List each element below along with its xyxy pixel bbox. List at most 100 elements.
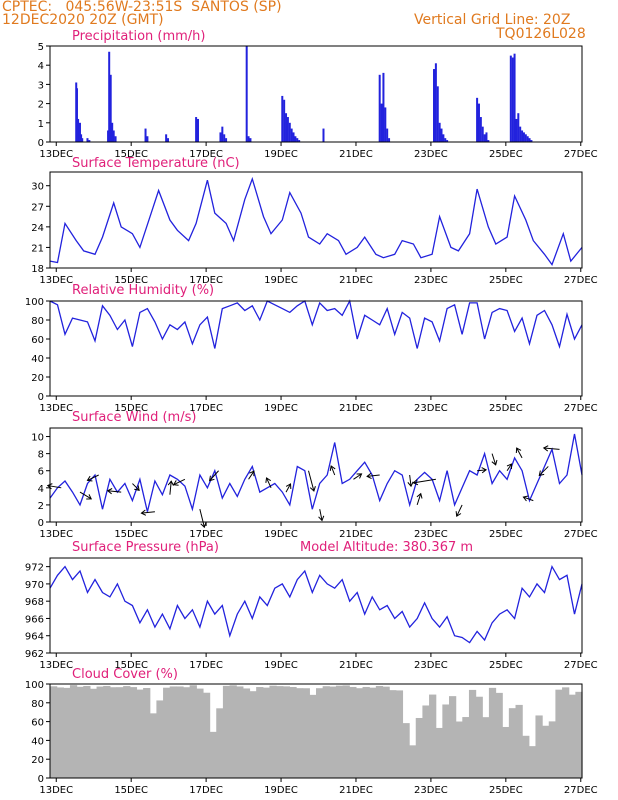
cloud-bar [116, 687, 124, 778]
precip-bar [77, 118, 80, 142]
cloud-bar [63, 687, 71, 778]
wind-frame [49, 427, 583, 523]
precip-bar [298, 140, 301, 142]
cloud-frame [49, 683, 583, 779]
precip-bar [107, 130, 110, 142]
precip-bar [479, 117, 482, 142]
pressure-line [49, 564, 583, 644]
wind-arrow [538, 466, 549, 476]
wind-arrowhead [86, 494, 93, 500]
header-code: TQ0126L028 [496, 26, 586, 42]
temp-ytick-label: 27 [31, 202, 44, 213]
header-station: CPTEC: 045:56W-23:51S SANTOS (SP) [2, 0, 282, 15]
humidity-frame [49, 300, 583, 397]
wind-arrow [169, 481, 172, 495]
precip-bar [146, 136, 149, 142]
cloud-bar [316, 688, 324, 778]
pressure-xtick-label: 23DEC [414, 660, 448, 671]
cloud-bar [289, 686, 297, 778]
wind-arrow [308, 470, 315, 492]
wind-arrow [87, 474, 99, 481]
wind-arrowhead [167, 480, 174, 486]
precip-bar [195, 117, 198, 142]
cloud-bar [555, 689, 563, 778]
cloud-bar [342, 685, 350, 778]
wind-arrow [319, 509, 323, 521]
wind-arrow [285, 483, 291, 493]
precip-bar [384, 107, 387, 142]
wind-arrowhead [172, 480, 179, 486]
precip-bar [446, 140, 449, 142]
wind-arrow [367, 474, 380, 477]
wind-arrow [416, 493, 422, 506]
humidity-title: Relative Humidity (%) [72, 283, 215, 298]
wind-arrowhead [318, 515, 325, 522]
precip-bar [108, 51, 111, 143]
precip-ytick-label: 1 [38, 119, 44, 130]
cloud-bar [216, 708, 224, 778]
temp-ytick-label: 24 [31, 223, 44, 234]
pressure-xtick-label: 13DEC [39, 660, 73, 671]
pressure-ytick-label: 970 [25, 580, 44, 591]
precip-bar [526, 136, 529, 142]
wind-arrowhead [106, 488, 113, 495]
wind-arrow [413, 478, 436, 484]
humidity-ytick-label: 60 [31, 335, 44, 346]
precip-bar [476, 97, 479, 142]
cloud-bar [123, 686, 131, 778]
precip-bar [286, 117, 289, 142]
precip-bar [477, 103, 480, 142]
temp-xtick-label: 27DEC [564, 275, 598, 286]
precip-bar [196, 118, 199, 142]
wind-arrowhead [329, 465, 336, 472]
precip-bar [290, 128, 293, 142]
humidity-ytick-label: 40 [31, 354, 44, 365]
cloud-bar [109, 687, 118, 778]
cloud-bar [329, 686, 337, 778]
cloud-bar [222, 685, 231, 778]
wind-arrowhead [542, 445, 549, 452]
cloud-ytick-label: 20 [31, 755, 44, 766]
cloud-bar [302, 688, 310, 778]
humidity-xtick-label: 19DEC [264, 403, 298, 414]
precip-bar [528, 138, 531, 142]
precip-bar [165, 134, 168, 142]
precip-bar [223, 134, 226, 142]
temp-xtick-label: 17DEC [189, 275, 223, 286]
wind-ytick-label: 6 [38, 467, 44, 478]
precip-bar [378, 74, 381, 142]
precip-bar [245, 46, 248, 142]
precip-bar [519, 126, 522, 142]
precip-bar [167, 138, 170, 142]
header-grid-note: Vertical Grid Line: 20Z [414, 12, 571, 28]
precip-bar [524, 134, 527, 142]
wind-arrowhead [134, 485, 140, 491]
precip-bar [436, 86, 439, 142]
wind-xtick-label: 25DEC [489, 529, 523, 540]
wind-arrowhead [140, 509, 147, 516]
cloud-ytick-label: 80 [31, 699, 44, 710]
wind-xtick-label: 13DEC [39, 529, 73, 540]
temp-ytick-label: 30 [31, 182, 44, 193]
wind-xtick-label: 27DEC [564, 529, 598, 540]
cloud-bar [542, 725, 550, 778]
cloud-bar [50, 686, 58, 778]
wind-arrow [209, 470, 219, 481]
precip-bar [111, 122, 114, 142]
precip-bar [80, 134, 83, 142]
temp-ytick-label: 18 [31, 264, 44, 275]
cloud-xtick-label: 21DEC [339, 785, 373, 796]
cloud-bar [435, 727, 443, 778]
cloud-xtick-label: 23DEC [414, 785, 448, 796]
cloud-bar [256, 687, 264, 778]
cloud-bar [189, 685, 197, 778]
precip-bar [283, 99, 286, 142]
precip-bar [380, 103, 383, 142]
cloud-bar [89, 688, 98, 778]
temp-ytick-label: 21 [31, 243, 44, 254]
cloud-ytick-label: 60 [31, 718, 44, 729]
cloud-bar [322, 686, 330, 778]
precip-panel: 0 1 2 3 4 5 13DEC 15DEC 17DEC 19DEC 21DEC 23DEC 25DE… [38, 42, 598, 160]
pressure-ytick-label: 964 [25, 632, 44, 643]
